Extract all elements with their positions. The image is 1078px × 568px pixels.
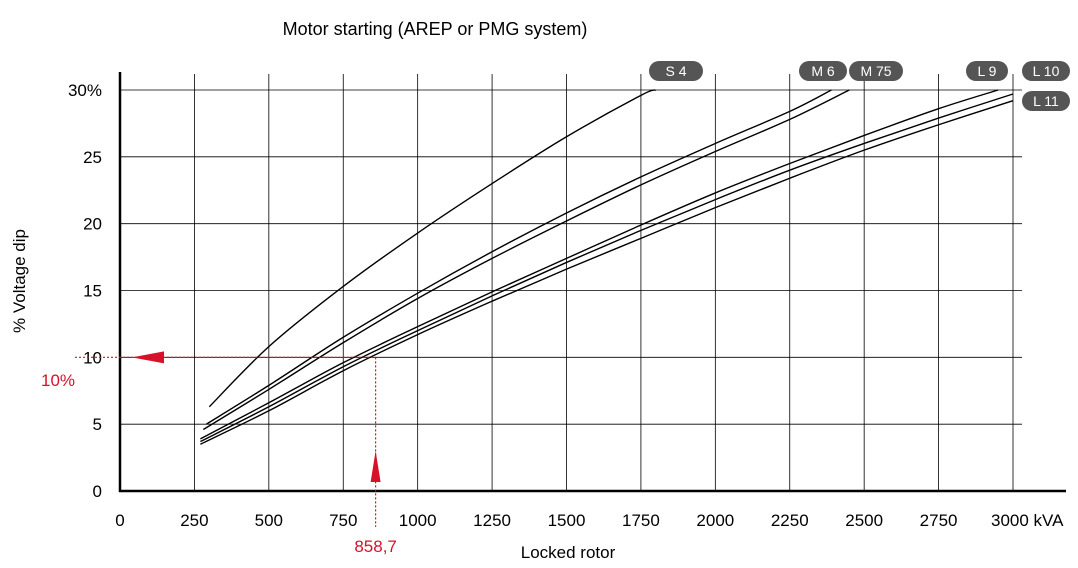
series-badge-label-m-6: M 6 xyxy=(811,63,835,79)
y-tick-label-5: 25 xyxy=(83,148,102,167)
x-tick-label-4: 1000 xyxy=(399,511,437,530)
chart-title: Motor starting (AREP or PMG system) xyxy=(283,19,588,39)
series-badge-label-l-9: L 9 xyxy=(978,63,997,79)
x-tick-label-12: 3000 kVA xyxy=(991,511,1064,530)
y-tick-label-1: 5 xyxy=(93,415,102,434)
series-badge-s-4 xyxy=(649,61,703,81)
x-tick-label-1: 250 xyxy=(180,511,208,530)
series-badge-l-9 xyxy=(966,61,1008,81)
tick-labels: 0 250 500 750 1000 1250 1500 1750 2000 2250 2500 27… xyxy=(68,81,1064,530)
x-tick-label-6: 1500 xyxy=(548,511,586,530)
series-badge-l-11 xyxy=(1022,91,1070,111)
x-tick-label-0: 0 xyxy=(115,511,124,530)
x-tick-label-9: 2250 xyxy=(771,511,809,530)
series-line-m-6 xyxy=(205,89,832,425)
series-line-l-9 xyxy=(200,89,999,440)
series-lines xyxy=(200,89,1014,445)
series-badge-label-s-4: S 4 xyxy=(665,63,686,79)
x-axis-label: Locked rotor xyxy=(521,543,616,562)
series-line-l-10 xyxy=(200,93,1014,443)
reading-annotation: 858,7 10% xyxy=(41,351,397,556)
series-badges: S 4 M 6 M 75 L 9 L 10 L 11 xyxy=(649,61,1070,111)
y-tick-label-0: 0 xyxy=(93,482,102,501)
x-tick-label-3: 750 xyxy=(329,511,357,530)
arrow-left-icon xyxy=(132,351,164,364)
y-axis-label: % Voltage dip xyxy=(10,229,29,333)
grid-lines xyxy=(120,74,1022,491)
series-line-m-75 xyxy=(202,89,850,431)
reading-x-value-label: 858,7 xyxy=(354,537,397,556)
x-tick-label-5: 1250 xyxy=(473,511,511,530)
series-badge-label-l-10: L 10 xyxy=(1033,63,1060,79)
reading-y-value-label: 10% xyxy=(41,371,75,390)
series-badge-l-10 xyxy=(1022,61,1070,81)
series-badge-m-75 xyxy=(849,61,903,81)
series-line-l-11 xyxy=(200,100,1014,445)
x-tick-label-2: 500 xyxy=(255,511,283,530)
x-tick-label-8: 2000 xyxy=(696,511,734,530)
x-tick-label-10: 2500 xyxy=(845,511,883,530)
series-line-s-4 xyxy=(208,89,657,408)
y-tick-label-6: 30% xyxy=(68,81,102,100)
x-tick-label-11: 2750 xyxy=(920,511,958,530)
axes xyxy=(118,72,1066,493)
y-tick-label-4: 20 xyxy=(83,215,102,234)
series-badge-m-6 xyxy=(799,61,847,81)
x-tick-label-7: 1750 xyxy=(622,511,660,530)
arrow-up-icon xyxy=(370,451,381,482)
series-badge-label-m-75: M 75 xyxy=(860,63,891,79)
y-tick-label-3: 15 xyxy=(83,282,102,301)
series-badge-label-l-11: L 11 xyxy=(1033,93,1059,109)
